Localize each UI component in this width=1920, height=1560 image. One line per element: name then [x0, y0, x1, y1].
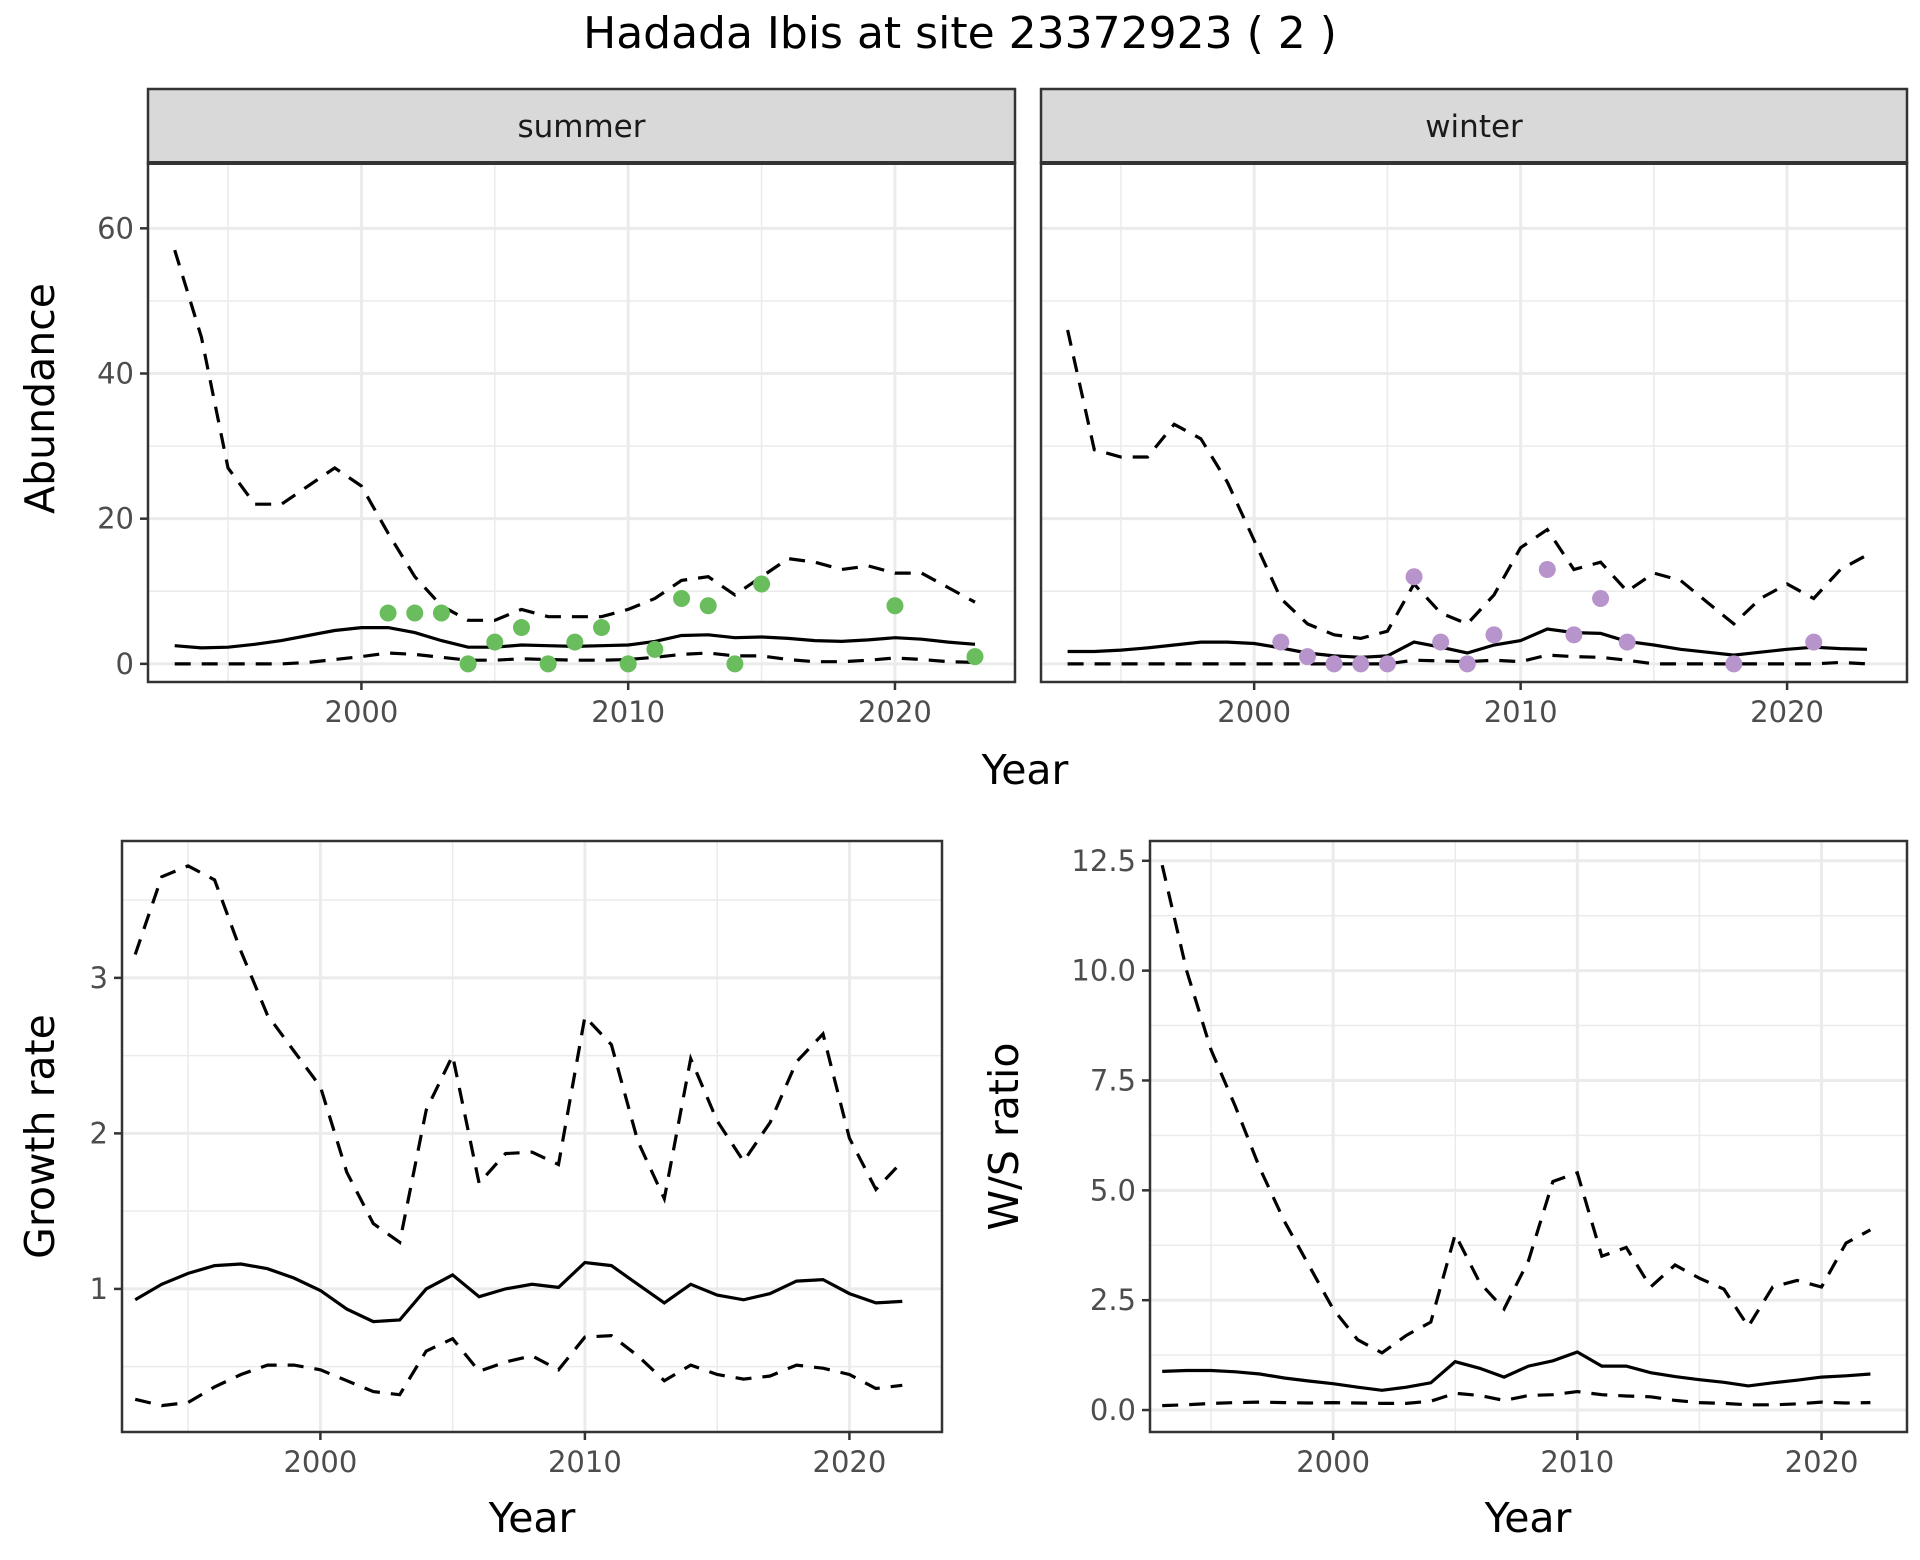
strip-background — [1039, 87, 1909, 165]
series-line-dashed-0 — [1066, 329, 1868, 641]
data-point — [886, 597, 904, 615]
data-point — [459, 655, 477, 673]
data-point — [646, 640, 664, 658]
x-tick-label: 2010 — [548, 1445, 622, 1479]
strip-label: winter — [1425, 109, 1523, 145]
series-line-dashed-0 — [133, 864, 904, 1246]
panel-background — [1041, 163, 1907, 682]
x-axis-label-top: Year — [981, 746, 1069, 794]
data-point — [1325, 655, 1343, 673]
data-point — [1485, 626, 1503, 644]
x-tick-label: 2010 — [1540, 1445, 1614, 1479]
data-point — [486, 633, 504, 651]
data-point — [539, 655, 557, 673]
x-tick-label: 2010 — [1484, 695, 1558, 729]
strip-background — [146, 87, 1017, 165]
series-line-dashed-2 — [134, 1333, 903, 1408]
series-line-dashed-0 — [1160, 864, 1872, 1355]
x-tick-label: 2000 — [325, 695, 399, 729]
y-tick-label: 60 — [97, 211, 134, 245]
data-point — [1432, 633, 1450, 651]
x-axis-label-ws: Year — [1484, 1494, 1572, 1542]
data-point — [699, 597, 717, 615]
y-tick-label: 2.5 — [1090, 1283, 1136, 1317]
data-point — [1805, 633, 1823, 651]
y-tick-label: 3 — [90, 961, 108, 995]
data-point — [566, 633, 584, 651]
x-tick-label: 2000 — [1217, 695, 1291, 729]
plots-group: summer 2000 2010 2020 0 20 40 60 Abundance winter… — [16, 87, 1909, 1542]
strip-label: summer — [517, 109, 645, 145]
x-tick-label: 2010 — [591, 695, 665, 729]
x-tick-label: 2020 — [858, 695, 932, 729]
y-tick-label: 40 — [97, 357, 134, 391]
data-point — [1378, 655, 1396, 673]
data-point — [1592, 590, 1610, 608]
panel-background — [1150, 841, 1907, 1432]
data-point — [1565, 626, 1583, 644]
data-point — [1405, 568, 1423, 586]
y-tick-label: 7.5 — [1090, 1063, 1136, 1097]
series-line-solid — [1162, 1350, 1871, 1392]
panel-growth: 2000 2010 2020 1 2 3 Growth rate — [16, 839, 944, 1479]
data-point — [406, 604, 424, 622]
panel-border — [120, 839, 944, 1434]
data-point — [593, 619, 611, 637]
series-line-solid — [134, 1260, 903, 1324]
data-point — [432, 604, 450, 622]
data-point — [753, 575, 771, 593]
series-line-dashed-2 — [1162, 1389, 1871, 1408]
y-tick-label: 5.0 — [1090, 1173, 1136, 1207]
y-tick-label: 0 — [116, 647, 134, 681]
panel-background — [148, 163, 1015, 682]
data-point — [966, 648, 984, 666]
data-point — [1538, 560, 1556, 578]
data-point — [379, 604, 397, 622]
data-point — [1272, 633, 1290, 651]
x-tick-label: 2020 — [813, 1445, 887, 1479]
y-axis-label: W/S ratio — [980, 1043, 1028, 1231]
panel-winter: winter 2000 2010 2020 — [1039, 87, 1909, 729]
y-tick-label: 12.5 — [1071, 844, 1136, 878]
y-tick-label: 10.0 — [1071, 954, 1136, 988]
y-tick-label: 2 — [90, 1116, 108, 1150]
data-point — [1298, 648, 1316, 666]
data-point — [673, 590, 691, 608]
data-point — [1352, 655, 1370, 673]
panel-background — [122, 841, 942, 1432]
data-point — [512, 619, 530, 637]
y-axis-label: Growth rate — [16, 1014, 64, 1259]
panel-border — [1148, 839, 1909, 1434]
y-tick-label: 1 — [90, 1272, 108, 1306]
data-point — [726, 655, 744, 673]
x-axis-label-growth: Year — [488, 1494, 576, 1542]
series-line-solid — [1067, 627, 1868, 659]
x-tick-label: 2020 — [1785, 1445, 1859, 1479]
data-point — [1725, 655, 1743, 673]
y-axis-label: Abundance — [16, 283, 64, 514]
y-tick-label: 0.0 — [1090, 1393, 1136, 1427]
series-line-dashed-0 — [173, 249, 976, 622]
chart-title: Hadada Ibis at site 23372923 ( 2 ) — [583, 8, 1337, 59]
panel-summer: summer 2000 2010 2020 0 20 40 60 Abundance — [16, 87, 1017, 729]
data-point — [1618, 633, 1636, 651]
x-tick-label: 2020 — [1750, 695, 1824, 729]
x-tick-label: 2000 — [1296, 1445, 1370, 1479]
data-point — [1458, 655, 1476, 673]
y-tick-label: 20 — [97, 502, 134, 536]
panel-ws_ratio: 2000 2010 2020 0.0 2.5 5.0 7.5 10.0 12.5 W/S rati… — [980, 839, 1909, 1479]
x-tick-label: 2000 — [283, 1445, 357, 1479]
data-point — [619, 655, 637, 673]
